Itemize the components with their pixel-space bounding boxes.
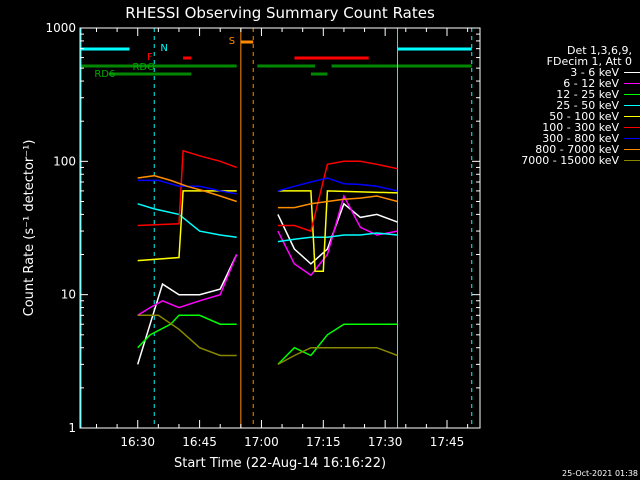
legend-item: 300 - 800 keV — [470, 133, 640, 144]
legend-item-label: 6 - 12 keV — [563, 77, 619, 90]
x-axis-label: Start Time (22-Aug-14 16:16:22) — [174, 456, 386, 471]
legend-item: 3 - 6 keV — [470, 67, 640, 78]
legend-swatch — [624, 105, 640, 106]
legend-swatch — [624, 116, 640, 117]
legend-item: 6 - 12 keV — [470, 78, 640, 89]
legend-swatch — [624, 83, 640, 84]
x-tick-label: 16:30 — [120, 435, 155, 449]
legend-item: 7000 - 15000 keV — [470, 155, 640, 166]
legend-header-line-2: FDecim 1, Att 0 — [546, 55, 632, 68]
x-tick-label: 17:30 — [368, 435, 403, 449]
legend-swatch — [624, 72, 640, 73]
legend-item-label: 3 - 6 keV — [570, 66, 619, 79]
legend-swatch — [624, 149, 640, 150]
x-tick-label: 17:45 — [430, 435, 465, 449]
x-tick-label: 17:15 — [306, 435, 341, 449]
series-line — [137, 314, 398, 365]
legend-item-label: 300 - 800 keV — [542, 132, 619, 145]
y-tick-label: 1 — [68, 421, 76, 435]
flag-label: F — [147, 52, 153, 63]
legend-swatch — [624, 138, 640, 139]
legend-item: 50 - 100 keV — [470, 111, 640, 122]
night-saa-markers — [80, 28, 473, 428]
y-axis-label: Count Rate (s⁻¹ detector⁻¹) — [22, 140, 37, 317]
y-tick-label: 1000 — [45, 21, 76, 35]
legend-item-label: 100 - 300 keV — [542, 121, 619, 134]
y-tick-label: 10 — [61, 288, 76, 302]
series-line — [137, 174, 398, 209]
legend-item: 25 - 50 keV — [470, 100, 640, 111]
flag-label: RD6 — [94, 69, 115, 80]
legend-item: 800 - 7000 keV — [470, 144, 640, 155]
footer-timestamp: 25-Oct-2021 01:38 — [562, 469, 638, 478]
legend-item-label: 800 - 7000 keV — [535, 143, 619, 156]
series-line — [137, 314, 398, 366]
legend-swatch — [624, 160, 640, 161]
flag-label: RDO — [132, 62, 155, 73]
legend-swatch — [624, 94, 640, 95]
legend-header-line-1: Det 1,3,6,9, — [566, 44, 632, 57]
legend-item: 100 - 300 keV — [470, 122, 640, 133]
series-line — [136, 202, 398, 365]
legend-item-label: 7000 - 15000 keV — [521, 154, 619, 167]
legend-swatch — [624, 127, 640, 128]
series-line — [137, 190, 398, 272]
legend-item-label: 25 - 50 keV — [556, 99, 619, 112]
series-line — [137, 149, 398, 233]
flag-label: S — [229, 36, 235, 47]
y-tick-label: 100 — [53, 154, 76, 168]
axis-ticks: 1 10 100 1000 16:30 16:45 17:00 17:15 17:30 17:45 — [45, 21, 480, 449]
chart-title: RHESSI Observing Summary Count Rates — [125, 4, 435, 22]
legend-item-label: 12 - 25 keV — [556, 88, 619, 101]
legend: Det 1,3,6,9, FDecim 1, Att 0 3 - 6 keV 6 … — [470, 45, 640, 166]
x-tick-label: 16:45 — [182, 435, 217, 449]
plot-frame — [79, 27, 481, 429]
legend-item-label: 50 - 100 keV — [549, 110, 619, 123]
x-tick-label: 17:00 — [244, 435, 279, 449]
flag-label: N — [160, 43, 167, 54]
legend-item: 12 - 25 keV — [470, 89, 640, 100]
legend-entries: 3 - 6 keV 6 - 12 keV 12 - 25 keV 25 - 50 ke… — [470, 67, 640, 166]
series-line — [137, 203, 398, 243]
series-lines — [136, 149, 398, 366]
